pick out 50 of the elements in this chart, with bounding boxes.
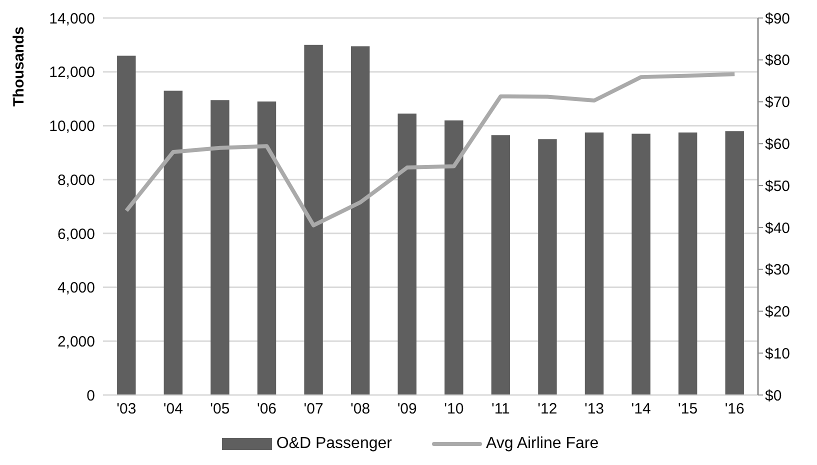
legend-label: Avg Airline Fare [486,435,599,453]
bar [117,56,136,395]
y2-tick-label: $0 [765,387,782,404]
y-tick-label: 6,000 [57,226,95,243]
y2-tick-label: $20 [765,304,790,321]
y-tick-label: 8,000 [57,172,95,189]
x-tick-label: '16 [724,400,744,418]
y2-tick-label: $70 [765,94,790,112]
y2-tick-label: $30 [765,262,790,279]
bar [678,132,698,395]
x-tick-label: '15 [678,400,698,418]
legend-label: O&D Passenger [276,435,392,453]
bar [538,139,557,395]
x-tick-label: '10 [444,400,464,418]
y2-tick-label: $60 [765,136,790,153]
x-tick-label: '13 [584,400,604,418]
x-tick-label: '04 [163,400,183,418]
y-axis-title: Thousands [10,26,28,107]
y-tick-label: 14,000 [49,10,95,28]
bar [491,135,510,395]
x-tick-label: '08 [350,400,370,418]
x-tick-label: '03 [116,400,136,418]
y2-tick-label: $50 [765,178,790,195]
y-tick-label: 0 [86,387,95,404]
x-tick-label: '11 [491,400,510,418]
bar [164,90,183,395]
bar [210,100,230,395]
y-tick-label: 2,000 [57,333,95,350]
y2-tick-label: $10 [765,345,790,362]
bar [257,101,276,395]
y2-tick-label: $90 [765,10,790,28]
bar [398,114,416,395]
y-tick-label: 12,000 [49,64,95,82]
x-tick-label: '12 [538,400,558,418]
bar [584,132,604,395]
y-tick-label: 10,000 [49,118,95,136]
y2-tick-label: $80 [765,52,790,70]
bar [632,134,650,395]
x-tick-label: '05 [210,400,230,418]
x-tick-label: '09 [397,400,417,418]
bar [725,131,744,395]
bar [350,46,370,395]
y-tick-label: 4,000 [57,280,95,297]
y2-tick-label: $40 [765,220,790,237]
bar [304,44,323,395]
bar [444,120,464,395]
line-series [124,72,737,228]
x-tick-label: '07 [304,400,324,418]
x-tick-label: '06 [256,400,277,418]
x-tick-label: '14 [631,400,651,418]
